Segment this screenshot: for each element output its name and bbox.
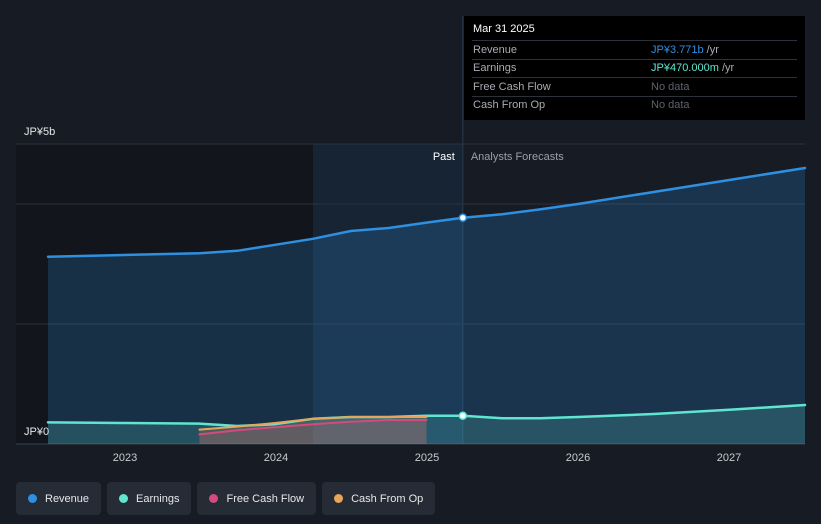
tooltip-row-value: No data: [651, 99, 690, 112]
tooltip-row-value: JP¥470.000m /yr: [651, 62, 735, 75]
x-tick-label: 2025: [415, 452, 439, 464]
tooltip-row-label: Cash From Op: [473, 99, 546, 112]
x-tick-label: 2023: [113, 452, 137, 464]
data-tooltip: Mar 31 2025 Revenue JP¥3.771b /yr Earnings…: [464, 16, 805, 120]
free-cash-flow-line: [198, 419, 428, 436]
legend-item-free-cash-flow[interactable]: Free Cash Flow: [197, 482, 317, 515]
highlight-region: [313, 144, 463, 444]
earnings-marker: [458, 411, 468, 421]
y-axis-top-label: JP¥5b: [24, 126, 56, 138]
legend-item-earnings[interactable]: Earnings: [107, 482, 192, 515]
legend-dot-icon: [119, 494, 129, 503]
tooltip-row-label: Earnings: [473, 62, 517, 75]
tooltip-row-free-cash-flow: Free Cash Flow No data: [472, 77, 797, 96]
tooltip-date: Mar 31 2025: [473, 23, 535, 35]
x-tick-label: 2024: [264, 452, 288, 464]
legend: Revenue Earnings Free Cash Flow Cash From O…: [16, 482, 436, 515]
revenue-marker: [458, 213, 468, 222]
past-label: Past: [433, 151, 455, 163]
cash-from-op-area: [199, 417, 427, 444]
tooltip-row-value: JP¥3.771b /yr: [651, 43, 719, 56]
forecast-label: Analysts Forecasts: [471, 151, 564, 163]
y-axis-bottom-label: JP¥0: [24, 426, 50, 438]
legend-label: Revenue: [45, 492, 90, 505]
legend-dot-icon: [334, 494, 344, 503]
legend-item-cash-from-op[interactable]: Cash From Op: [322, 482, 436, 515]
legend-label: Earnings: [136, 492, 180, 505]
tooltip-row-earnings: Earnings JP¥470.000m /yr: [472, 58, 797, 78]
free-cash-flow-area: [199, 420, 427, 444]
chart-canvas: Past Analysts Forecasts 2023 2024 2025 2026 20…: [16, 16, 807, 464]
legend-dot-icon: [28, 494, 37, 503]
x-tick-label: 2026: [566, 452, 590, 464]
legend-label: Free Cash Flow: [226, 492, 305, 505]
revenue-area: [48, 168, 805, 444]
x-tick-label: 2027: [717, 452, 741, 464]
legend-label: Cash From Op: [351, 492, 424, 505]
revenue-line: [46, 166, 807, 259]
earnings-area: [48, 405, 805, 444]
tooltip-row-revenue: Revenue JP¥3.771b /yr: [472, 40, 797, 59]
cash-from-op-line: [198, 416, 428, 431]
tooltip-row-value: No data: [651, 80, 690, 93]
tooltip-row-cash-from-op: Cash From Op No data: [472, 95, 797, 115]
legend-item-revenue[interactable]: Revenue: [16, 482, 102, 515]
tooltip-row-label: Free Cash Flow: [473, 80, 551, 93]
legend-dot-icon: [209, 494, 219, 503]
tooltip-row-label: Revenue: [473, 43, 518, 56]
